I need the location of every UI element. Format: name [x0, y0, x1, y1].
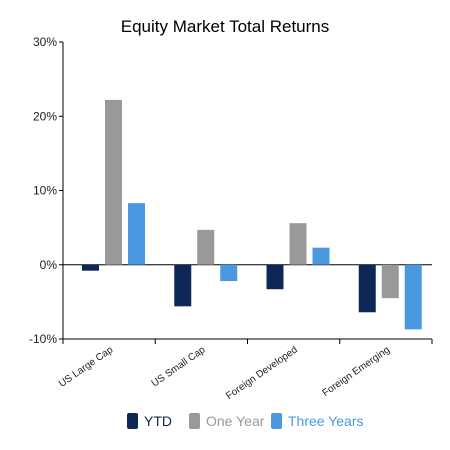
- bar: [174, 264, 192, 307]
- bar: [128, 203, 145, 265]
- category-labels: US Large Cap US Small Cap Foreign Develope…: [57, 344, 392, 402]
- legend-label: YTD: [144, 413, 172, 429]
- bar: [266, 264, 284, 290]
- category-label: Foreign Developed: [224, 344, 300, 401]
- legend-swatch: [127, 413, 138, 429]
- legend-label: One Year: [206, 413, 265, 429]
- y-tick-labels: 30% 20% 10% 0% -10%: [29, 35, 57, 346]
- legend-swatch: [271, 413, 282, 429]
- axes: [59, 41, 433, 344]
- chart-title: Equity Market Total Returns: [121, 17, 330, 36]
- legend: YTD One Year Three Years: [127, 413, 364, 429]
- y-tick-label: 30%: [33, 35, 57, 49]
- bar: [82, 264, 99, 271]
- bar: [289, 223, 307, 265]
- y-tick-label: 10%: [33, 184, 57, 198]
- legend-swatch: [189, 413, 200, 429]
- y-tick-label: 0%: [40, 258, 58, 272]
- bar: [312, 247, 330, 265]
- y-tick-label: 20%: [33, 109, 57, 123]
- bar: [358, 264, 376, 313]
- bar: [197, 229, 215, 265]
- bar: [404, 264, 422, 330]
- bars: [82, 99, 422, 330]
- bar: [381, 264, 399, 299]
- category-label: US Large Cap: [57, 344, 116, 390]
- bar: [105, 99, 122, 265]
- y-tick-label: -10%: [29, 332, 57, 346]
- bar: [220, 264, 238, 282]
- legend-label: Three Years: [288, 413, 364, 429]
- category-label: Foreign Emerging: [321, 344, 392, 399]
- category-label: US Small Cap: [150, 344, 208, 389]
